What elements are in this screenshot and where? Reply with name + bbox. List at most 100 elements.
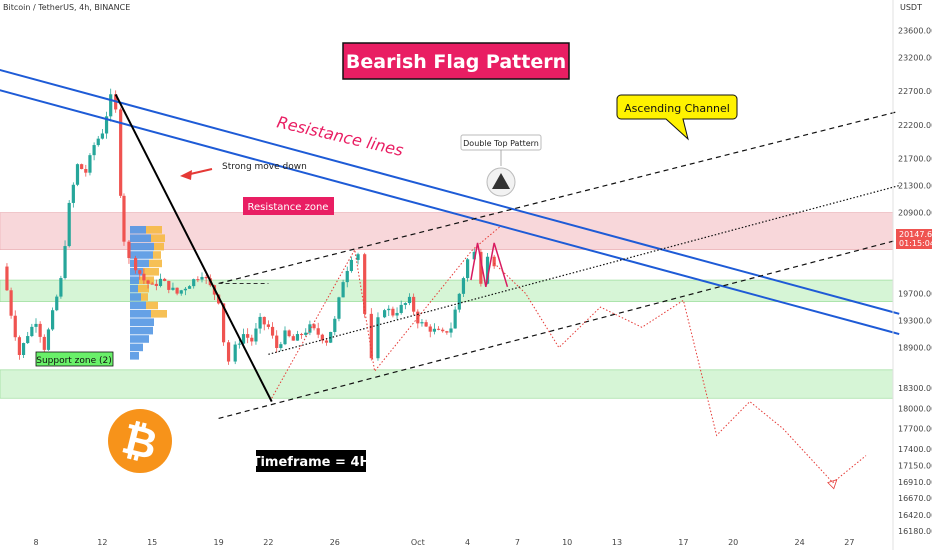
candle-body — [412, 296, 416, 312]
candle-body — [150, 283, 154, 285]
last-price-tag: 20147.63 01:15:04 — [896, 229, 932, 249]
candle-body — [337, 297, 341, 319]
price-tick: 18300.00 — [898, 384, 932, 393]
candle-body — [279, 344, 283, 348]
candle-body — [233, 344, 237, 362]
candle-body — [254, 328, 258, 342]
candle-body — [21, 343, 26, 355]
time-tick: 17 — [678, 538, 688, 547]
title-banner: Bearish Flag Pattern — [342, 42, 570, 80]
time-axis[interactable]: 8 12 15 19 22 26 Oct 4 7 10 13 17 20 24 27 — [33, 538, 854, 547]
candle-body — [432, 328, 436, 332]
arrowhead-icon — [180, 170, 192, 180]
candle-body — [237, 343, 241, 345]
candle-body — [100, 133, 104, 139]
projection-path — [493, 262, 867, 484]
resistance-zone-label: Resistance zone — [243, 197, 334, 215]
candle-body — [9, 290, 13, 316]
candle-body — [92, 145, 96, 156]
candle-body — [428, 326, 432, 332]
candle-body — [171, 287, 175, 290]
price-tick: 19700.00 — [898, 290, 932, 299]
candle-body — [449, 328, 453, 333]
candle-body — [441, 329, 445, 332]
svg-text:Support zone (2): Support zone (2) — [36, 356, 112, 366]
candle-body — [391, 308, 395, 316]
candle-body — [187, 286, 192, 289]
price-axis[interactable]: 23600.00 23200.00 22700.00 22200.00 21700.00… — [892, 0, 932, 550]
candle-body — [26, 336, 30, 344]
candle-body — [395, 312, 399, 316]
time-tick: 15 — [147, 538, 157, 547]
candle-body — [349, 259, 353, 272]
candle-body — [196, 279, 200, 281]
volume-bar-blue — [130, 343, 143, 352]
volume-bar-orange — [141, 293, 148, 301]
candle-body — [300, 334, 304, 336]
candle-body — [308, 324, 312, 333]
candle-body — [204, 276, 208, 279]
candle-body — [158, 278, 163, 287]
double-top-label: Double Top Pattern — [463, 139, 539, 148]
candle-body — [320, 334, 324, 341]
volume-bar-blue — [130, 276, 139, 284]
volume-bar-orange — [151, 234, 165, 242]
candle-body — [262, 316, 266, 325]
price-tick: 23600.00 — [898, 26, 932, 35]
price-tick: 21300.00 — [898, 182, 932, 191]
candle-body — [356, 254, 360, 260]
time-tick: Oct — [411, 538, 425, 547]
resistance-line — [0, 89, 900, 336]
volume-bar-blue — [130, 226, 146, 234]
candle-body — [138, 270, 142, 274]
volume-bar-blue — [130, 251, 153, 259]
flag-pole-line — [114, 93, 273, 403]
candle-body — [67, 202, 71, 247]
price-tick: 16670.00 — [898, 494, 932, 503]
zone-band — [0, 369, 894, 399]
candle-body — [399, 304, 403, 313]
candle-body — [341, 282, 345, 298]
candle-body — [51, 310, 55, 330]
volume-bar-orange — [146, 226, 162, 234]
candle-body — [258, 316, 262, 329]
price-tick: 21700.00 — [898, 155, 932, 164]
volume-profile — [130, 226, 167, 360]
candle-body — [34, 323, 38, 327]
candle-body — [492, 256, 496, 267]
time-tick: 22 — [263, 538, 273, 547]
volume-bar-blue — [130, 234, 151, 242]
strong-move-annotation: Strong move down — [180, 162, 307, 180]
candle-body — [457, 293, 461, 310]
resistance-lines-label: Resistance lines — [275, 112, 405, 160]
time-tick: 13 — [612, 538, 622, 547]
candle-body — [154, 283, 158, 287]
candle-body — [55, 296, 59, 311]
candle-body — [333, 318, 337, 332]
projection-arrowhead-icon — [827, 478, 838, 490]
candle-body — [445, 331, 449, 333]
candle-body — [485, 256, 490, 284]
volume-bar-blue — [130, 352, 139, 360]
svg-text:Resistance zone: Resistance zone — [248, 202, 329, 213]
candle-body — [275, 335, 279, 348]
candles — [5, 88, 496, 365]
volume-bar-blue — [130, 318, 154, 326]
candle-body — [134, 258, 138, 271]
ascending-channel-callout: Ascending Channel — [616, 94, 738, 141]
volume-bar-blue — [130, 268, 143, 276]
candle-body — [250, 337, 254, 342]
candle-body — [200, 276, 204, 280]
candle-body — [84, 169, 88, 173]
candle-body — [88, 155, 92, 173]
candle-body — [270, 326, 275, 336]
time-tick: 7 — [515, 538, 520, 547]
price-tick: 16420.00 — [898, 511, 932, 520]
candle-body — [146, 280, 150, 284]
candle-body — [127, 241, 131, 259]
price-tick: 20900.00 — [898, 209, 932, 218]
volume-bar-blue — [130, 310, 151, 318]
candle-body — [163, 278, 167, 281]
candle-body — [175, 287, 179, 294]
